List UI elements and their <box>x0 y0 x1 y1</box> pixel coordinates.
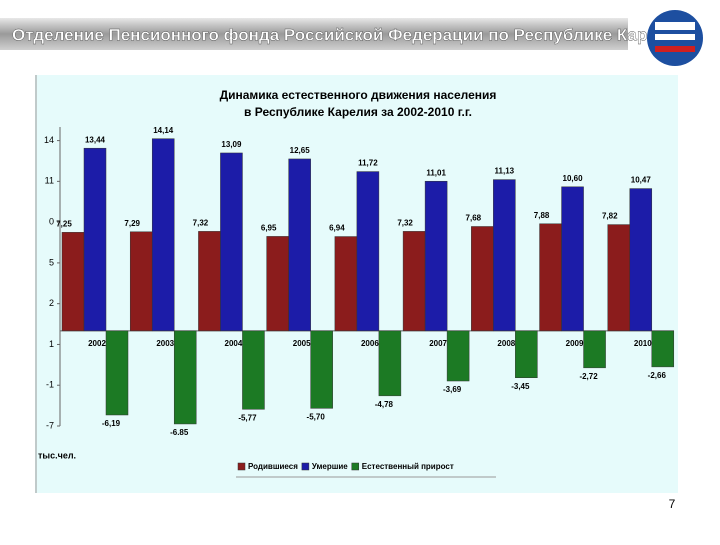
y-tick-label: 5 <box>49 257 54 267</box>
y-tick-label: 14 <box>44 135 54 145</box>
value-label: 6,95 <box>261 224 277 233</box>
value-label: 7,32 <box>193 218 209 227</box>
value-label: 11,72 <box>358 159 378 168</box>
value-label: 13,44 <box>85 135 106 144</box>
y-tick-label: 11 <box>45 176 54 186</box>
bar <box>629 188 653 332</box>
value-label: 13,09 <box>221 140 242 149</box>
legend-swatch <box>301 462 310 471</box>
x-tick-label: 2004 <box>225 339 243 348</box>
value-label: 12,65 <box>290 146 311 155</box>
header-banner <box>0 18 628 50</box>
bar <box>378 330 402 397</box>
value-label: 11,01 <box>426 168 446 177</box>
bar <box>515 330 538 379</box>
value-label: 7,25 <box>56 219 72 228</box>
y-tick-label: 1 <box>49 339 54 349</box>
value-label: 7,68 <box>466 214 482 223</box>
y-tick-label: -1 <box>46 380 54 390</box>
value-label: 14,14 <box>153 126 174 135</box>
value-label: 6,94 <box>329 224 345 233</box>
x-tick-label: 2003 <box>156 339 174 348</box>
bar <box>424 180 448 332</box>
x-tick-label: 2005 <box>293 339 311 348</box>
value-label: 7,32 <box>397 218 413 227</box>
bar <box>288 158 311 332</box>
bar <box>561 186 584 332</box>
bar <box>266 236 289 332</box>
value-label: 10,47 <box>631 176 652 185</box>
bar <box>173 330 197 425</box>
value-label: -3,69 <box>443 385 462 394</box>
value-label: -2,66 <box>648 371 667 380</box>
bar <box>493 179 516 332</box>
x-tick-label: 2007 <box>429 339 447 348</box>
y-tick-label: -7 <box>46 420 54 430</box>
value-label: -3,45 <box>511 382 530 391</box>
legend-swatch <box>237 462 246 471</box>
bar <box>310 330 333 409</box>
bar <box>607 224 631 332</box>
value-label: 11,13 <box>495 167 515 176</box>
value-label: -6,19 <box>102 419 121 428</box>
bar <box>83 147 107 332</box>
legend-label: Родившиеся <box>248 462 298 471</box>
bar <box>402 231 426 332</box>
y-tick-label: 2 <box>49 298 54 308</box>
chart-title: в Республике Карелия за 2002-2010 г.г. <box>244 105 472 119</box>
bar <box>61 232 85 332</box>
value-label: -5,77 <box>238 413 257 422</box>
bar <box>446 330 470 382</box>
x-tick-label: 2006 <box>361 339 379 348</box>
bar <box>198 231 221 332</box>
value-label: -6.85 <box>170 428 189 437</box>
chart-title: Динамика естественного движения населени… <box>220 88 497 102</box>
x-tick-label: 2009 <box>566 339 584 348</box>
bar <box>539 223 562 332</box>
legend-label: Умершие <box>312 462 348 471</box>
page-number: 7 <box>669 497 676 511</box>
bar <box>129 231 153 332</box>
y-tick-label: 0 <box>49 217 54 227</box>
bar <box>242 330 265 410</box>
header-title: Отделение Пенсионного фонда Российской Ф… <box>12 25 688 44</box>
value-label: -4,78 <box>375 400 394 409</box>
value-label: 7,88 <box>534 211 550 220</box>
value-label: 10,60 <box>563 174 584 183</box>
logo <box>647 10 703 66</box>
y-unit: тыс.чел. <box>38 450 76 460</box>
bar <box>151 138 175 332</box>
bar <box>651 330 675 368</box>
value-label: -2,72 <box>579 372 598 381</box>
bar <box>471 226 494 332</box>
x-tick-label: 2010 <box>634 339 652 348</box>
bar <box>356 171 380 332</box>
bar <box>220 152 243 332</box>
bar <box>105 330 129 416</box>
value-label: 7,29 <box>124 219 140 228</box>
x-tick-label: 2002 <box>88 339 106 348</box>
value-label: 7,82 <box>602 212 618 221</box>
x-tick-label: 2008 <box>497 339 515 348</box>
legend-swatch <box>351 462 360 471</box>
value-label: -5,70 <box>307 412 326 421</box>
bar <box>334 236 358 332</box>
legend-label: Естественный прирост <box>362 462 454 471</box>
bar <box>583 330 606 369</box>
